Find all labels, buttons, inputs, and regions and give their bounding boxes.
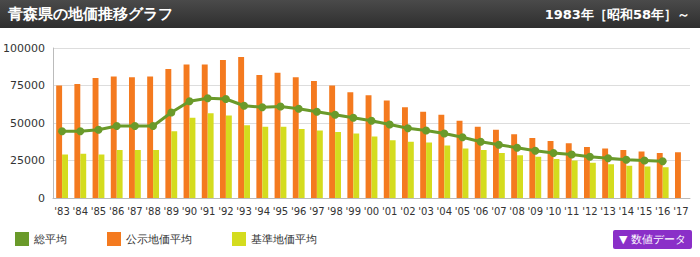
svg-text:'95: '95 bbox=[273, 206, 288, 217]
svg-text:'06: '06 bbox=[473, 206, 488, 217]
svg-text:基準地価平均: 基準地価平均 bbox=[251, 233, 317, 246]
svg-text:'07: '07 bbox=[491, 206, 506, 217]
html-text:▼ 数値データ: ▼ 数値データ bbox=[619, 233, 686, 246]
svg-text:'12: '12 bbox=[582, 206, 597, 217]
svg-text:'89: '89 bbox=[164, 206, 179, 217]
svg-text:100000: 100000 bbox=[3, 42, 45, 55]
svg-text:'00: '00 bbox=[364, 206, 379, 217]
svg-text:'14: '14 bbox=[619, 206, 634, 217]
svg-text:'83: '83 bbox=[54, 206, 69, 217]
svg-text:'93: '93 bbox=[236, 206, 251, 217]
svg-text:'88: '88 bbox=[145, 206, 160, 217]
svg-text:'17: '17 bbox=[673, 206, 688, 217]
svg-text:'09: '09 bbox=[528, 206, 543, 217]
svg-text:75000: 75000 bbox=[10, 79, 45, 92]
html-text:青森県の地価推移グラフ: 青森県の地価推移グラフ bbox=[8, 5, 173, 23]
svg-text:'16: '16 bbox=[655, 206, 670, 217]
svg-text:'02: '02 bbox=[400, 206, 415, 217]
svg-text:公示地価平均: 公示地価平均 bbox=[126, 233, 192, 246]
svg-text:'05: '05 bbox=[455, 206, 470, 217]
svg-text:'97: '97 bbox=[309, 206, 324, 217]
svg-text:'84: '84 bbox=[73, 206, 88, 217]
svg-text:'96: '96 bbox=[291, 206, 306, 217]
svg-text:'85: '85 bbox=[91, 206, 106, 217]
svg-text:'01: '01 bbox=[382, 206, 397, 217]
svg-text:'92: '92 bbox=[218, 206, 233, 217]
svg-text:'94: '94 bbox=[255, 206, 270, 217]
svg-text:'91: '91 bbox=[200, 206, 215, 217]
svg-text:'90: '90 bbox=[182, 206, 197, 217]
svg-text:50000: 50000 bbox=[10, 117, 45, 130]
svg-text:総平均: 総平均 bbox=[33, 233, 67, 246]
svg-text:'13: '13 bbox=[600, 206, 615, 217]
svg-text:'08: '08 bbox=[509, 206, 524, 217]
html-text:1983年［昭和58年］～: 1983年［昭和58年］～ bbox=[544, 7, 690, 22]
svg-text:25000: 25000 bbox=[10, 154, 45, 167]
svg-text:'86: '86 bbox=[109, 206, 124, 217]
svg-text:'87: '87 bbox=[127, 206, 142, 217]
svg-text:'15: '15 bbox=[637, 206, 652, 217]
svg-text:'11: '11 bbox=[564, 206, 579, 217]
svg-text:'04: '04 bbox=[437, 206, 452, 217]
svg-text:0: 0 bbox=[38, 192, 45, 205]
svg-text:'10: '10 bbox=[546, 206, 561, 217]
svg-text:'98: '98 bbox=[327, 206, 342, 217]
svg-text:'99: '99 bbox=[346, 206, 361, 217]
svg-text:'03: '03 bbox=[418, 206, 433, 217]
